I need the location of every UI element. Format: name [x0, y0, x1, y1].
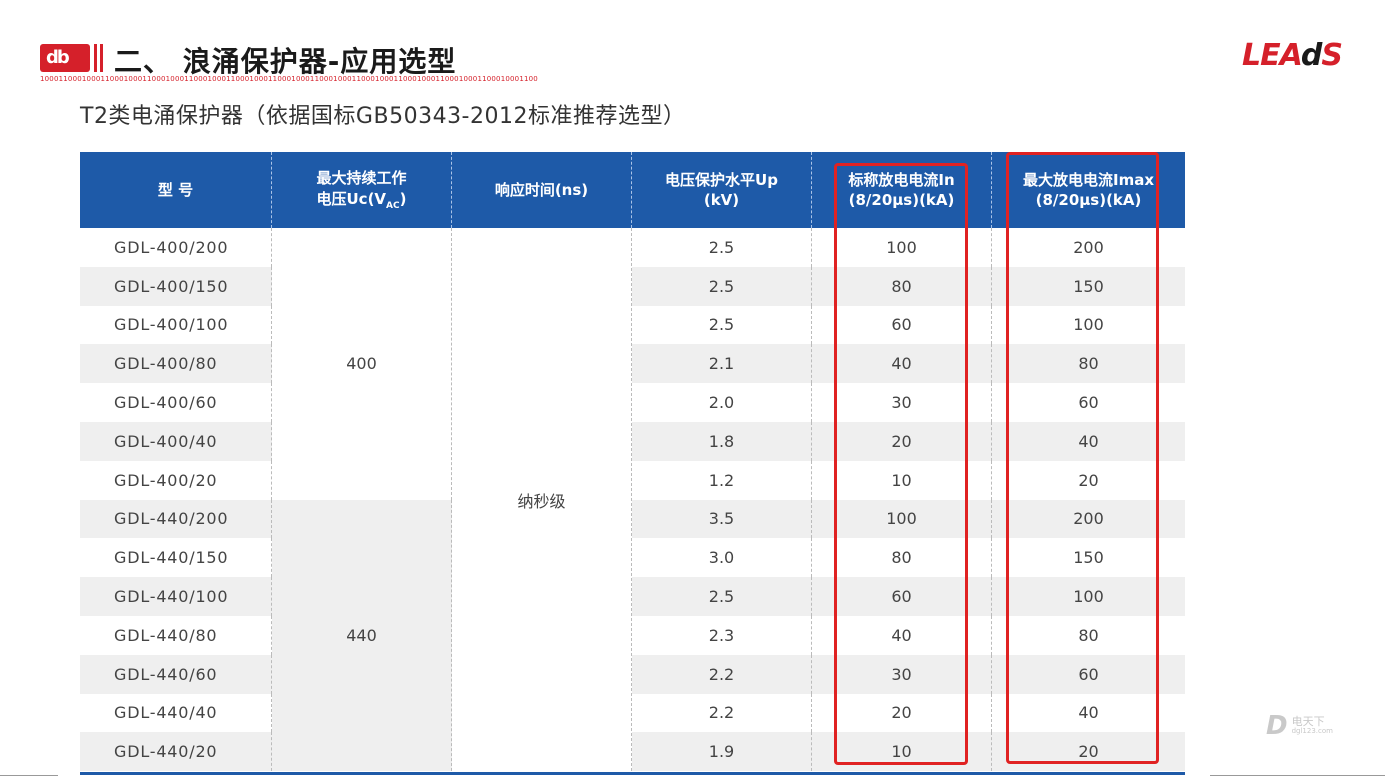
cell-up: 3.0: [632, 538, 812, 578]
cell-model: GDL-400/60: [80, 383, 272, 422]
cell-up: 2.5: [632, 266, 812, 306]
header-imax: 最大放电电流Imax (8/20μs)(kA): [992, 152, 1185, 228]
cell-in: 60: [812, 577, 992, 616]
footer-rule-right: [1210, 775, 1385, 776]
spec-table: 型 号 最大持续工作 电压Uc(VAC) 响应时间(ns) 电压保护水平Up (…: [80, 152, 1185, 772]
cell-imax: 60: [992, 654, 1185, 694]
table-bottom-rule: [80, 772, 1185, 775]
cell-in: 10: [812, 460, 992, 500]
cell-in: 100: [812, 499, 992, 539]
cell-imax: 150: [1073, 548, 1104, 568]
cell-up: 1.2: [632, 460, 812, 500]
cell-imax: 200: [1073, 237, 1104, 257]
cell-up: 2.5: [632, 577, 812, 616]
highlight-imax-column: [1006, 152, 1159, 764]
cell-in: 80: [812, 266, 992, 306]
cell-model: GDL-440/60: [80, 654, 272, 694]
cell-in: 100: [812, 228, 992, 267]
header-up: 电压保护水平Up (kV): [632, 152, 812, 228]
header-response: 响应时间(ns): [452, 152, 632, 228]
cell-in: 20: [812, 693, 992, 733]
cell-up: 2.5: [632, 228, 812, 267]
cell-imax: 40: [1078, 703, 1099, 723]
watermark-d-icon: D: [1266, 711, 1288, 741]
cell-imax: 40: [992, 421, 1185, 461]
cell-up: 2.5: [632, 305, 812, 345]
cell-model: GDL-440/150: [80, 538, 272, 578]
cell-imax: 150: [992, 266, 1185, 306]
footer-rule-left: [0, 775, 58, 776]
cell-model: GDL-440/200: [80, 499, 272, 539]
cell-up: 2.2: [632, 693, 812, 733]
cell-imax: 20: [1078, 470, 1099, 490]
cell-in: 20: [812, 421, 992, 461]
cell-imax: 80: [1078, 625, 1099, 645]
cell-imax: 80: [992, 344, 1185, 384]
cell-imax: 100: [1073, 315, 1104, 335]
cell-in: 30: [812, 383, 992, 422]
brand-logo: LEAdS: [1242, 38, 1343, 73]
watermark: D 电天下 dgl123.com: [1266, 711, 1333, 741]
cell-model: GDL-440/100: [80, 577, 272, 616]
cell-in: 30: [812, 654, 992, 694]
response-time: 纳秒级: [452, 228, 632, 772]
cell-up: 3.5: [632, 499, 812, 539]
title-bars-icon: [92, 44, 106, 72]
uc-group-440: 440: [272, 499, 452, 772]
cell-up: 2.2: [632, 654, 812, 694]
cell-model: GDL-440/40: [80, 693, 272, 733]
cell-in: 60: [812, 305, 992, 345]
cell-model: GDL-400/40: [80, 421, 272, 461]
cell-in: 40: [812, 615, 992, 655]
cell-up: 2.0: [632, 383, 812, 422]
uc-group-400: 400: [272, 228, 452, 500]
cell-model: GDL-400/20: [80, 460, 272, 500]
header-uc: 最大持续工作 电压Uc(VAC): [272, 152, 452, 228]
slide-title: 二、 浪涌保护器-应用选型: [114, 45, 457, 78]
highlight-in-column: [834, 163, 968, 765]
cell-imax: 200: [992, 499, 1185, 539]
cell-model: GDL-400/150: [80, 266, 272, 306]
table-subtitle: T2类电涌保护器（依据国标GB50343-2012标准推荐选型）: [80, 104, 686, 129]
cell-model: GDL-400/100: [80, 305, 272, 345]
cell-model: GDL-440/80: [80, 615, 272, 655]
cell-model: GDL-440/20: [80, 732, 272, 772]
cell-imax: 60: [1078, 393, 1099, 413]
header-model: 型 号: [80, 152, 272, 228]
cell-up: 2.1: [632, 344, 812, 384]
cell-imax: 20: [992, 732, 1185, 772]
cell-model: GDL-400/80: [80, 344, 272, 384]
cell-up: 1.8: [632, 421, 812, 461]
binary-decoration: 1000110001000110001000110001000110001000…: [40, 75, 538, 83]
cell-model: GDL-400/200: [80, 228, 272, 267]
cell-up: 1.9: [632, 732, 812, 772]
cell-imax: 100: [992, 577, 1185, 616]
logo-text: db: [46, 47, 70, 68]
company-logo-icon: db: [40, 44, 90, 72]
cell-in: 80: [812, 538, 992, 578]
cell-in: 40: [812, 344, 992, 384]
cell-up: 2.3: [632, 615, 812, 655]
